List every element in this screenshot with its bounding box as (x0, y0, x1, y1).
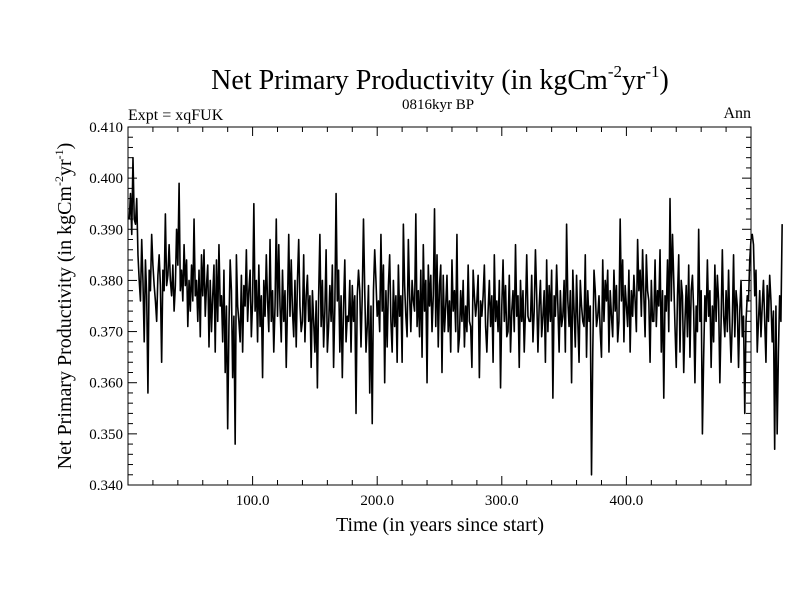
ylabel-sup2: -1 (52, 149, 66, 159)
y-tick-label: 0.380 (89, 273, 123, 289)
y-tick-label: 0.370 (89, 325, 123, 341)
expt-label: Expt = xqFUK (128, 107, 224, 124)
chart-title: Net Primary Productivity (in kgCm-2yr-1) (211, 62, 669, 96)
y-axis: 0.340 0.350 0.360 0.370 0.380 0.390 0.400 0.410 (89, 120, 751, 494)
plot-frame (127, 126, 752, 486)
ylabel-sup1: -2 (52, 176, 66, 186)
title-main: Net Primary Productivity (in kgCm (211, 65, 608, 96)
title-end: ) (659, 65, 668, 96)
y-tick-label: 0.390 (89, 222, 123, 238)
y-tick-label: 0.410 (89, 120, 123, 136)
ylabel-main: Net Primary Productivity (in kgCm (54, 186, 76, 470)
title-sup2: -1 (645, 62, 659, 81)
ylabel-mid: yr (54, 159, 76, 176)
x-tick-label: 400.0 (610, 493, 644, 509)
y-tick-label: 0.350 (89, 427, 123, 443)
x-axis: 100.0 200.0 300.0 400.0 (152, 127, 727, 509)
y-tick-label: 0.360 (89, 376, 123, 392)
y-tick-label: 0.400 (89, 171, 123, 187)
x-tick-label: 200.0 (360, 493, 394, 509)
title-sup1: -2 (608, 62, 622, 81)
title-mid: yr (622, 65, 646, 96)
subtitle: 0816kyr BP (402, 97, 474, 113)
x-tick-label: 300.0 (485, 493, 519, 509)
npp-series-line (128, 156, 783, 476)
ylabel-end: ) (54, 143, 76, 150)
y-axis-label: Net Primary Productivity (in kgCm-2yr-1) (52, 143, 76, 470)
x-tick-label: 100.0 (236, 493, 270, 509)
season-label: Ann (723, 105, 751, 122)
y-tick-label: 0.340 (89, 478, 123, 494)
x-axis-label: Time (in years since start) (336, 514, 544, 536)
